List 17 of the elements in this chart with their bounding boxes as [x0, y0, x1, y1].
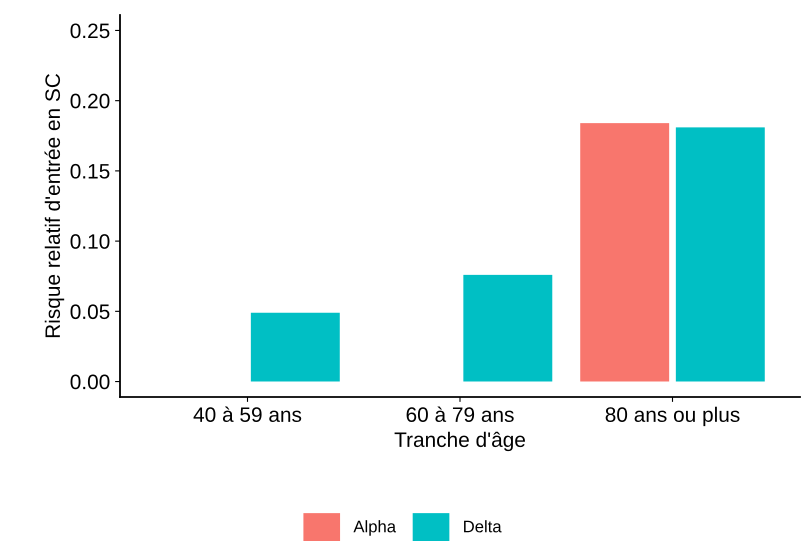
- bar: [250, 312, 340, 382]
- y-axis-title: Risque relatif d'entrée en SC: [44, 74, 64, 338]
- y-tick-label: 0.00: [70, 374, 110, 390]
- y-tick-label: 0.15: [70, 164, 110, 179]
- y-tick-label: 0.05: [70, 304, 110, 320]
- x-tick-label: 60 à 79 ans: [406, 406, 514, 422]
- legend-label: Alpha: [353, 520, 396, 536]
- y-tick-label: 0.10: [70, 234, 110, 249]
- bar: [463, 274, 552, 382]
- x-axis-title: Tranche d'âge: [394, 432, 525, 452]
- y-tick-label: 0.20: [70, 94, 110, 108]
- x-tick-label: 80 ans ou plus: [606, 406, 740, 426]
- x-tick-label: 40 à 59 ans: [194, 406, 302, 422]
- legend-label: Delta: [464, 520, 502, 532]
- y-tick-label: 0.25: [70, 23, 110, 38]
- bar: [580, 123, 670, 382]
- bar: [676, 127, 765, 382]
